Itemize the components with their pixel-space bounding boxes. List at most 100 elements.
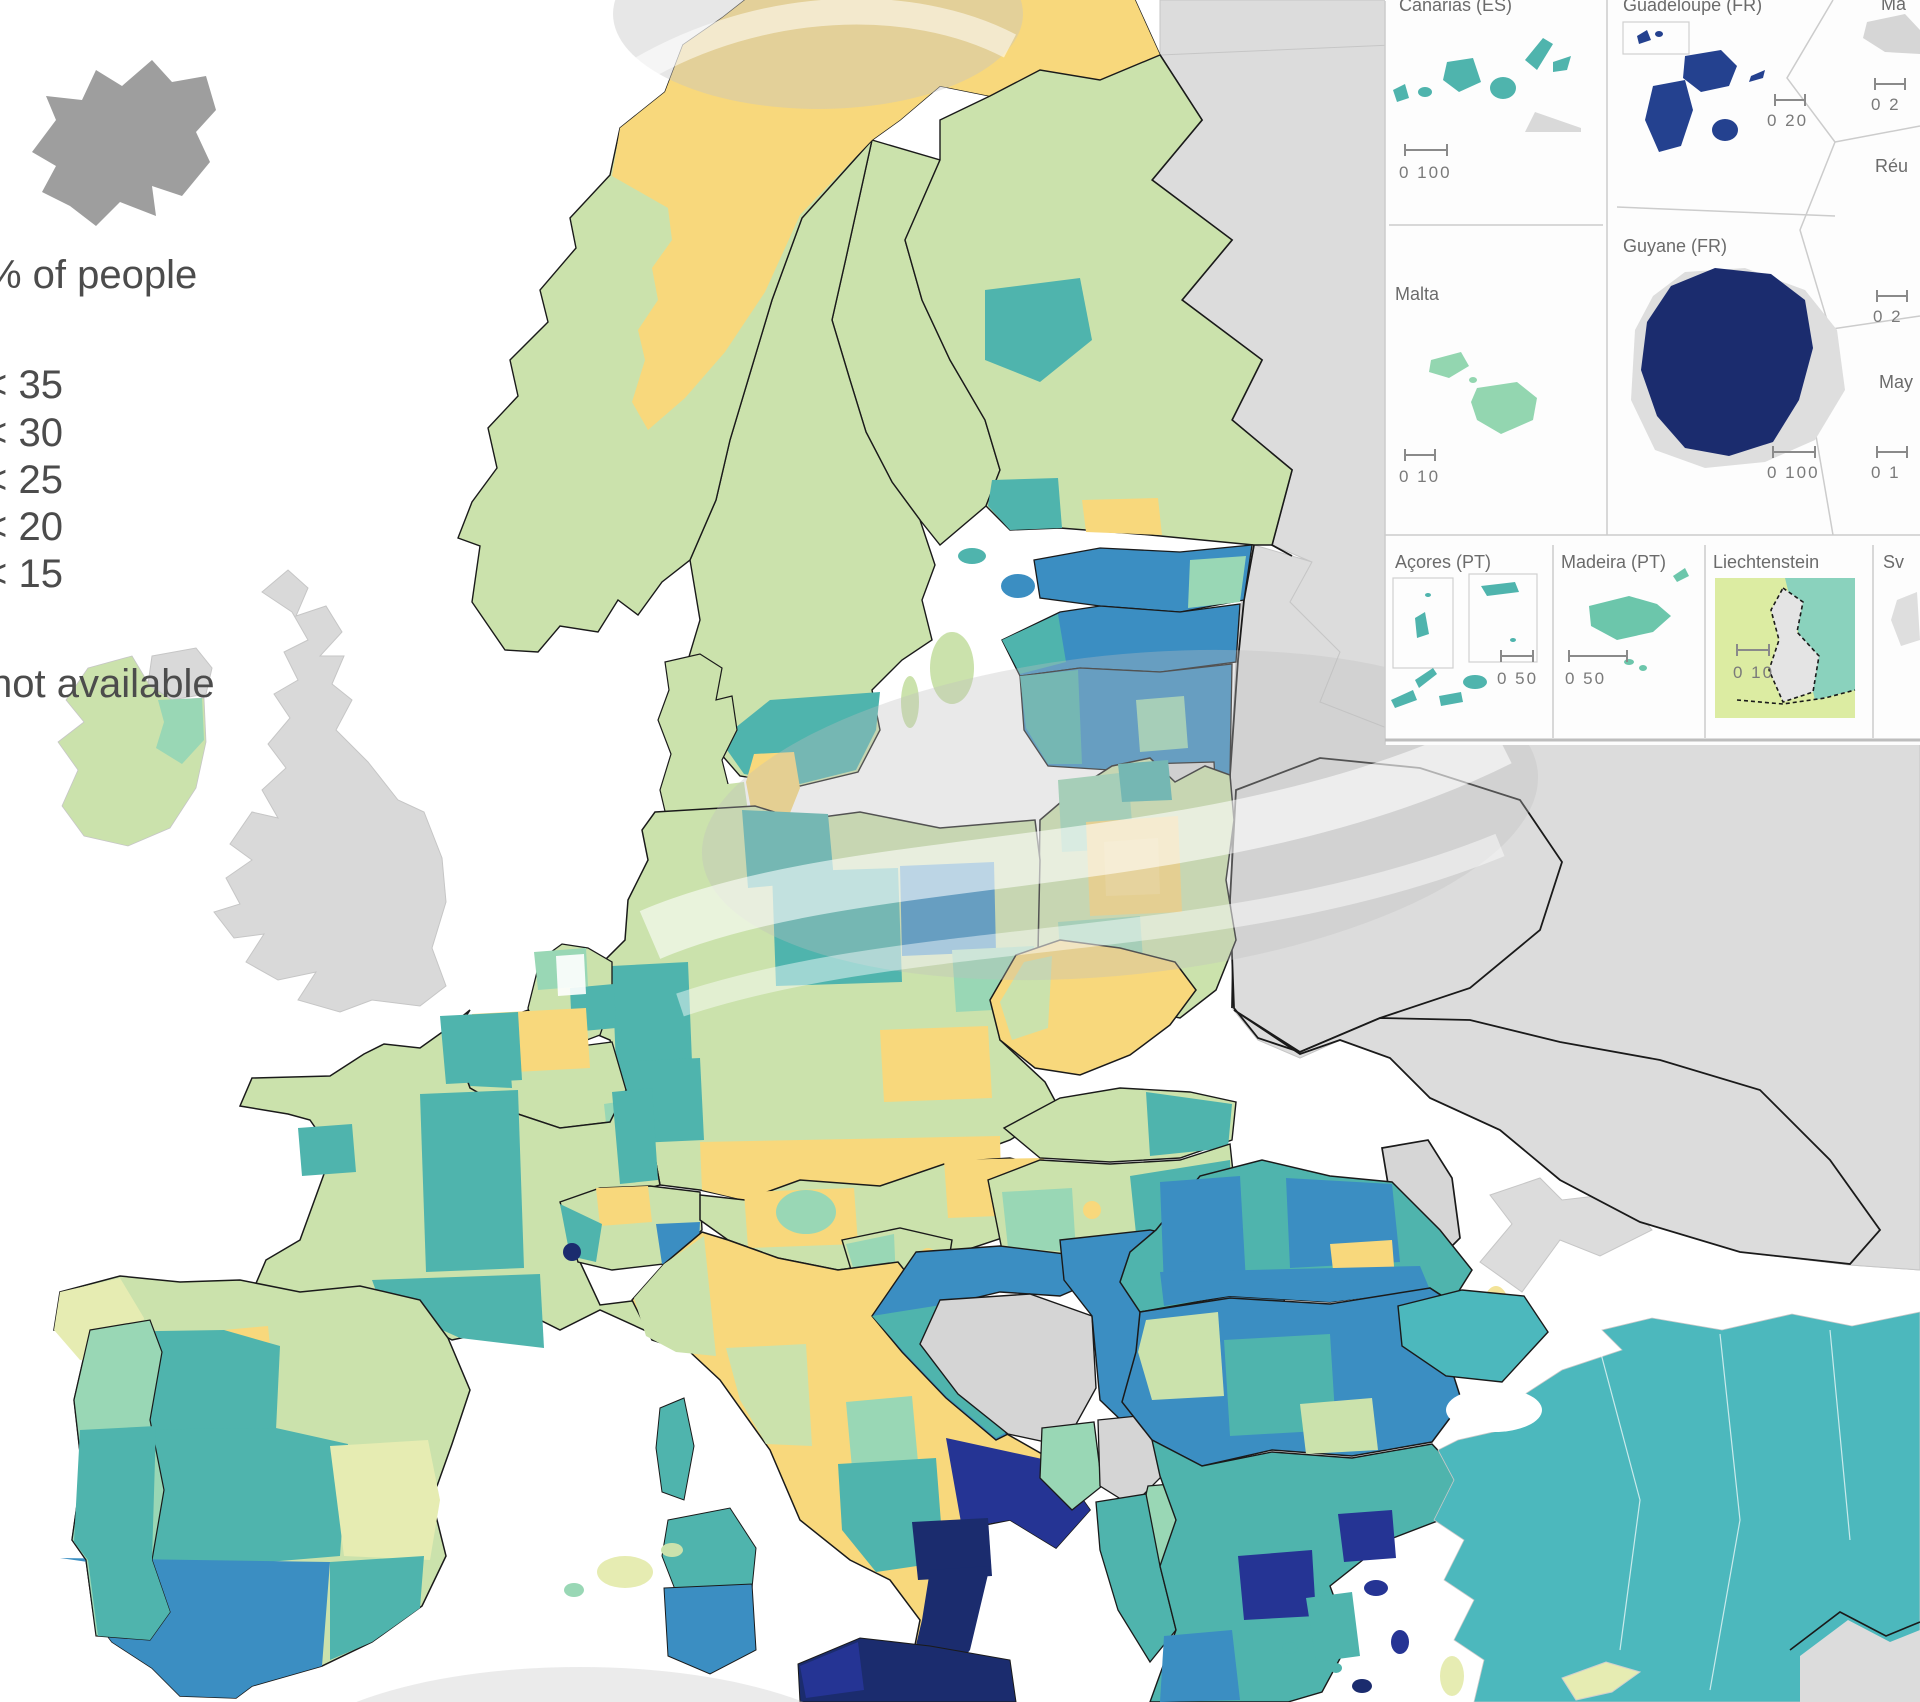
island-lesvos-navy xyxy=(1364,1580,1388,1596)
inset-malta-label: Malta xyxy=(1395,284,1440,304)
inset-liechtenstein-scale: 0 10 xyxy=(1733,663,1774,682)
legend-item: < 25 xyxy=(0,458,63,502)
region-hu-budapest-dot xyxy=(1083,1201,1101,1219)
island-dot-2 xyxy=(1330,1663,1342,1673)
inset-svalbard-label: Sv xyxy=(1883,552,1904,572)
country-montenegro xyxy=(1039,1421,1103,1511)
region-ch-navy-dot xyxy=(563,1243,581,1261)
island-saaremaa xyxy=(1001,574,1035,598)
island-gotland xyxy=(930,632,974,704)
ijsselmeer xyxy=(556,954,586,996)
inset-liechtenstein: Liechtenstein 0 10 xyxy=(1713,552,1856,718)
watermark xyxy=(356,0,1539,1702)
region-zealand-yellow xyxy=(746,752,800,818)
inset-malta-scale: 0 10 xyxy=(1399,467,1440,486)
scalebar xyxy=(1876,446,1908,458)
region-tr-anatolia xyxy=(1433,1311,1920,1702)
inset-guyane-shape xyxy=(1641,268,1813,456)
turkey-region xyxy=(1397,1289,1920,1702)
legend-title: % of people xyxy=(0,253,197,297)
country-italy xyxy=(631,1190,1091,1702)
region-finland-south-yellow xyxy=(1082,498,1162,535)
legend-no-data: not available xyxy=(0,662,215,706)
inset-acores-islands xyxy=(1391,582,1519,708)
legend-item: < 35 xyxy=(0,363,63,407)
scandinavia xyxy=(457,0,1293,787)
region-de-franconia-yellow xyxy=(880,1026,992,1102)
inset-panel-borders xyxy=(1384,0,1920,745)
island-oland xyxy=(901,676,919,728)
inset-li-shape xyxy=(1768,586,1820,703)
region-poland-pomorze-teal xyxy=(1118,760,1172,802)
tr-province-lines xyxy=(1599,1329,1851,1691)
region-ro-west-blue xyxy=(1160,1176,1246,1288)
inset-reunion: Réu 0 2 xyxy=(1873,156,1908,326)
region-sicily-west-navy xyxy=(800,1642,864,1698)
region-fr-centre-teal xyxy=(420,1090,524,1272)
inset-guadeloupe-label: Guadeloupe (FR) xyxy=(1623,0,1762,15)
island-aland xyxy=(958,548,986,564)
region-gr-wmacedonia-navy xyxy=(1238,1550,1316,1620)
region-norway-north-yellow xyxy=(612,0,1160,430)
region-it-tuscany-green xyxy=(726,1344,812,1446)
scalebar xyxy=(1736,644,1770,656)
island-dot-1 xyxy=(1282,1642,1298,1654)
region-pt-south-teal xyxy=(74,1426,170,1640)
inset-guyane-label: Guyane (FR) xyxy=(1623,236,1727,256)
region-lithuania-mint xyxy=(1136,696,1188,752)
romania-bulgaria xyxy=(1119,1159,1510,1467)
region-finland-teal-north xyxy=(985,278,1092,382)
region-iceland xyxy=(32,60,216,226)
country-france xyxy=(238,1009,695,1501)
inset-madeira-label: Madeira (PT) xyxy=(1561,552,1666,572)
inset-mayotte-label: May xyxy=(1879,372,1913,392)
inset-martinique-label: Ma xyxy=(1881,0,1907,14)
border-turkey-syria xyxy=(1789,1611,1920,1651)
island-mallorca xyxy=(597,1556,653,1588)
inset-svalbard: Sv xyxy=(1883,552,1920,646)
island-cyprus xyxy=(1561,1661,1642,1701)
inset-malta: Malta 0 10 xyxy=(1395,284,1537,486)
region-it-trentino-mint xyxy=(776,1190,836,1234)
region-fr-loire-teal xyxy=(298,1124,356,1176)
inset-canarias-islands xyxy=(1393,38,1571,102)
island-navy-dot xyxy=(1352,1679,1372,1693)
region-fr-nord-teal xyxy=(440,1012,522,1084)
inset-martinique-shape xyxy=(1863,14,1920,54)
region-hu-west-mint xyxy=(1002,1188,1076,1252)
inset-guadeloupe-islands xyxy=(1637,30,1765,152)
scalebar xyxy=(1404,144,1448,156)
region-it-basilicata-navydark xyxy=(912,1518,992,1580)
region-finland-teal-sw xyxy=(988,478,1062,530)
region-estonia-mint xyxy=(1188,556,1246,608)
country-albania xyxy=(1095,1493,1177,1664)
inset-madeira-islands xyxy=(1589,568,1689,671)
scalebar xyxy=(1772,446,1816,458)
inset-canarias: Canarias (ES) 0 100 xyxy=(1393,0,1581,182)
inset-canarias-label: Canarias (ES) xyxy=(1399,0,1512,15)
region-de-nrw-teal xyxy=(612,962,692,1066)
inset-svalbard-shape xyxy=(1891,592,1920,646)
inset-martinique-scale: 0 2 xyxy=(1871,95,1901,114)
inset-canarias-africa-corner xyxy=(1525,112,1581,132)
inset-acores-scale: 0 50 xyxy=(1497,669,1538,688)
legend: % of people < 35 < 30 < 25 < 20 < 15 not… xyxy=(0,253,215,706)
inset-acores-box1 xyxy=(1392,577,1454,669)
sea-of-marmara xyxy=(1446,1388,1542,1432)
inset-reunion-label: Réu xyxy=(1875,156,1908,176)
inset-malta-islands xyxy=(1429,352,1537,434)
country-greece xyxy=(1149,1438,1467,1702)
inset-panel: Canarias (ES) 0 100 Malta 0 10 xyxy=(1384,0,1920,745)
inset-mayotte: May 0 1 xyxy=(1871,372,1913,482)
inset-acores: Açores (PT) 0 50 xyxy=(1391,552,1538,708)
inset-madeira-scale: 0 50 xyxy=(1565,669,1606,688)
inset-guadeloupe-scale: 0 20 xyxy=(1767,111,1808,130)
scalebar xyxy=(1568,650,1628,662)
inset-acores-box2 xyxy=(1468,573,1538,663)
region-sk-east-teal xyxy=(1146,1092,1232,1156)
inset-reunion-scale: 0 2 xyxy=(1873,307,1903,326)
baltic-states xyxy=(1001,544,1253,803)
region-ro-south-blue xyxy=(1160,1266,1430,1306)
iberia xyxy=(53,1275,683,1699)
